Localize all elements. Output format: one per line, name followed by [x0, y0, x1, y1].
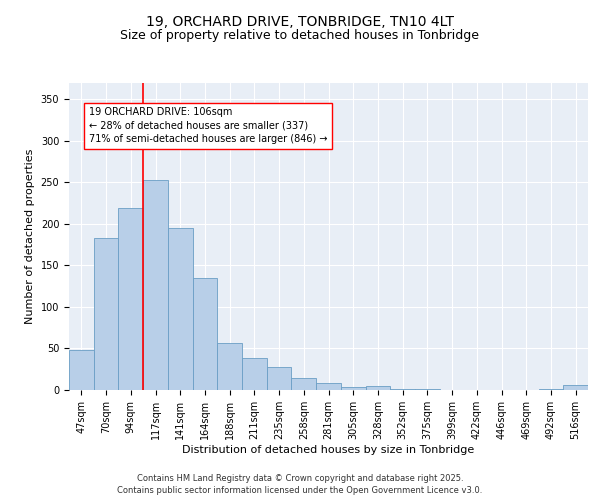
- Bar: [217, 342, 242, 390]
- Bar: [168, 228, 193, 390]
- Bar: [316, 384, 341, 390]
- Bar: [193, 278, 217, 390]
- X-axis label: Distribution of detached houses by size in Tonbridge: Distribution of detached houses by size …: [182, 444, 475, 454]
- Text: Contains HM Land Registry data © Crown copyright and database right 2025.
Contai: Contains HM Land Registry data © Crown c…: [118, 474, 482, 495]
- Bar: [563, 385, 588, 390]
- Bar: [292, 378, 316, 390]
- Bar: [267, 366, 292, 390]
- Y-axis label: Number of detached properties: Number of detached properties: [25, 148, 35, 324]
- Text: Size of property relative to detached houses in Tonbridge: Size of property relative to detached ho…: [121, 30, 479, 43]
- Text: 19, ORCHARD DRIVE, TONBRIDGE, TN10 4LT: 19, ORCHARD DRIVE, TONBRIDGE, TN10 4LT: [146, 16, 454, 30]
- Bar: [143, 180, 168, 390]
- Bar: [94, 238, 118, 390]
- Bar: [390, 389, 415, 390]
- Bar: [118, 208, 143, 390]
- Bar: [341, 386, 365, 390]
- Bar: [539, 389, 563, 390]
- Bar: [69, 350, 94, 390]
- Bar: [365, 386, 390, 390]
- Text: 19 ORCHARD DRIVE: 106sqm
← 28% of detached houses are smaller (337)
71% of semi-: 19 ORCHARD DRIVE: 106sqm ← 28% of detach…: [89, 108, 327, 144]
- Bar: [242, 358, 267, 390]
- Bar: [415, 389, 440, 390]
